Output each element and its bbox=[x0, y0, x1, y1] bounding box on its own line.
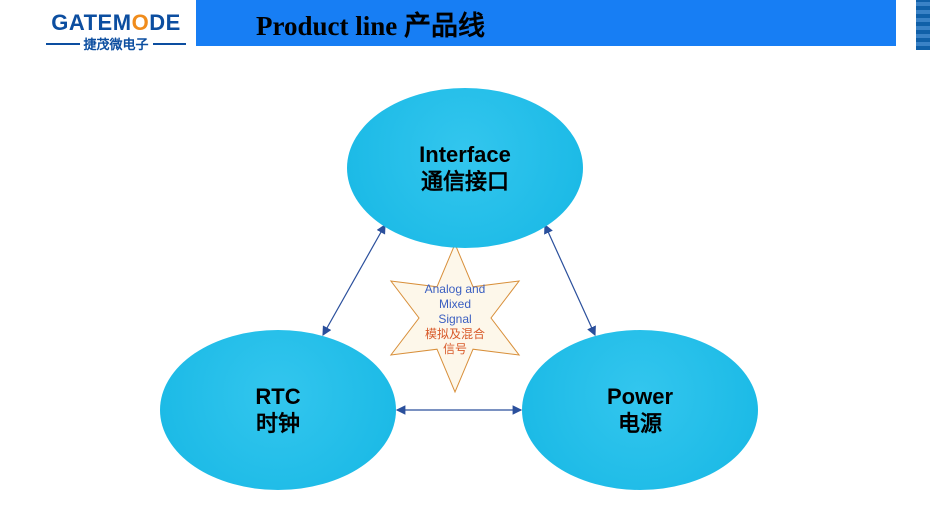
connector-interface-rtc bbox=[323, 225, 385, 335]
logo-text: GATEMODE bbox=[46, 10, 186, 36]
node-interface-label-zh: 通信接口 bbox=[421, 168, 509, 196]
header-accent-strip bbox=[916, 0, 930, 50]
node-power: Power电源 bbox=[522, 330, 758, 490]
product-line-diagram: Interface通信接口 RTC时钟 Power电源 Analog andMixe… bbox=[0, 60, 930, 526]
logo-subline: 捷茂微电子 bbox=[46, 34, 186, 53]
node-interface: Interface通信接口 bbox=[347, 88, 583, 248]
node-rtc-label-zh: 时钟 bbox=[256, 410, 300, 438]
page-title: Product line 产品线 bbox=[256, 4, 485, 43]
node-rtc: RTC时钟 bbox=[160, 330, 396, 490]
logo-subtitle: 捷茂微电子 bbox=[80, 34, 153, 53]
node-interface-label-en: Interface bbox=[419, 141, 511, 169]
node-power-label-en: Power bbox=[607, 383, 673, 411]
node-rtc-label-en: RTC bbox=[255, 383, 300, 411]
logo: GATEMODE 捷茂微电子 bbox=[46, 10, 186, 53]
header-bar: Product line 产品线 bbox=[196, 0, 896, 46]
node-power-label-zh: 电源 bbox=[618, 410, 662, 438]
center-star-label: Analog andMixedSignal模拟及混合信号 bbox=[400, 282, 510, 357]
connector-interface-power bbox=[545, 225, 595, 335]
